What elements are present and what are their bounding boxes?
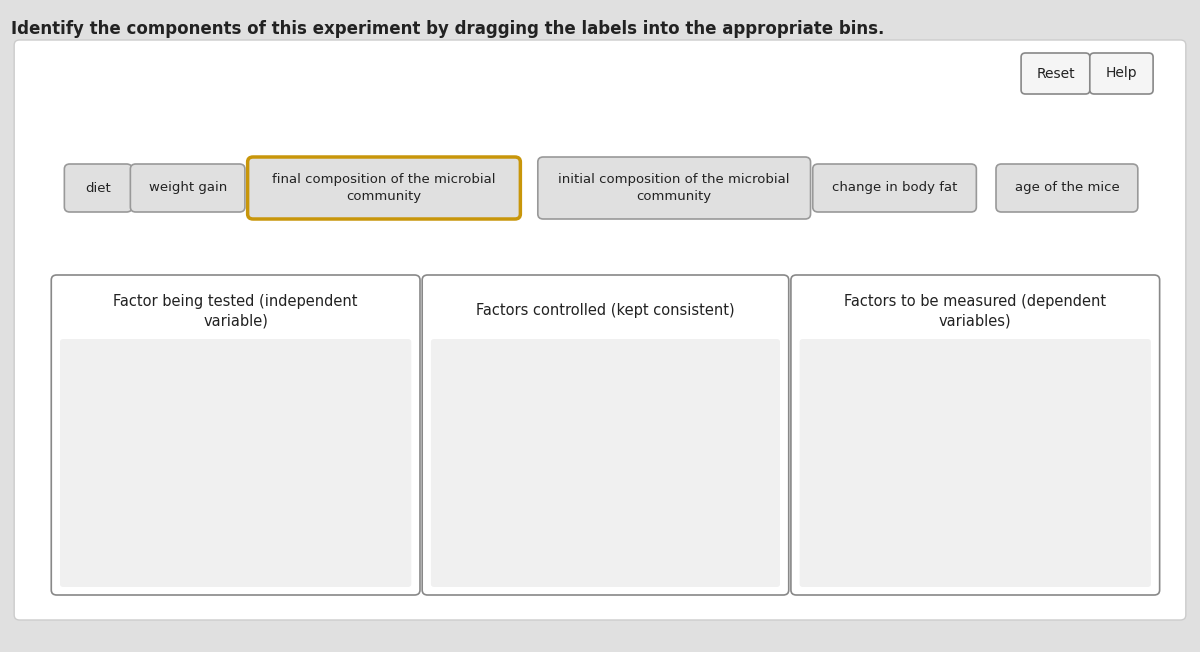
- Text: Factor being tested (independent
variable): Factor being tested (independent variabl…: [113, 293, 358, 329]
- FancyBboxPatch shape: [65, 164, 132, 212]
- Text: Factors controlled (kept consistent): Factors controlled (kept consistent): [476, 303, 734, 318]
- FancyBboxPatch shape: [247, 157, 521, 219]
- Text: change in body fat: change in body fat: [832, 181, 958, 194]
- FancyBboxPatch shape: [131, 164, 245, 212]
- FancyBboxPatch shape: [52, 275, 420, 595]
- FancyBboxPatch shape: [422, 275, 788, 595]
- Text: final composition of the microbial
community: final composition of the microbial commu…: [272, 173, 496, 203]
- Text: weight gain: weight gain: [149, 181, 227, 194]
- Text: Identify the components of this experiment by dragging the labels into the appro: Identify the components of this experime…: [11, 20, 884, 38]
- FancyBboxPatch shape: [14, 40, 1186, 620]
- Text: Factors to be measured (dependent
variables): Factors to be measured (dependent variab…: [845, 293, 1106, 329]
- FancyBboxPatch shape: [812, 164, 977, 212]
- FancyBboxPatch shape: [431, 339, 780, 587]
- FancyBboxPatch shape: [799, 339, 1151, 587]
- Text: Help: Help: [1105, 67, 1138, 80]
- FancyBboxPatch shape: [996, 164, 1138, 212]
- FancyBboxPatch shape: [60, 339, 412, 587]
- Text: Reset: Reset: [1036, 67, 1075, 80]
- FancyBboxPatch shape: [791, 275, 1159, 595]
- Text: initial composition of the microbial
community: initial composition of the microbial com…: [558, 173, 790, 203]
- Text: diet: diet: [85, 181, 112, 194]
- FancyBboxPatch shape: [538, 157, 810, 219]
- FancyBboxPatch shape: [1090, 53, 1153, 94]
- Text: age of the mice: age of the mice: [1014, 181, 1120, 194]
- FancyBboxPatch shape: [1021, 53, 1090, 94]
